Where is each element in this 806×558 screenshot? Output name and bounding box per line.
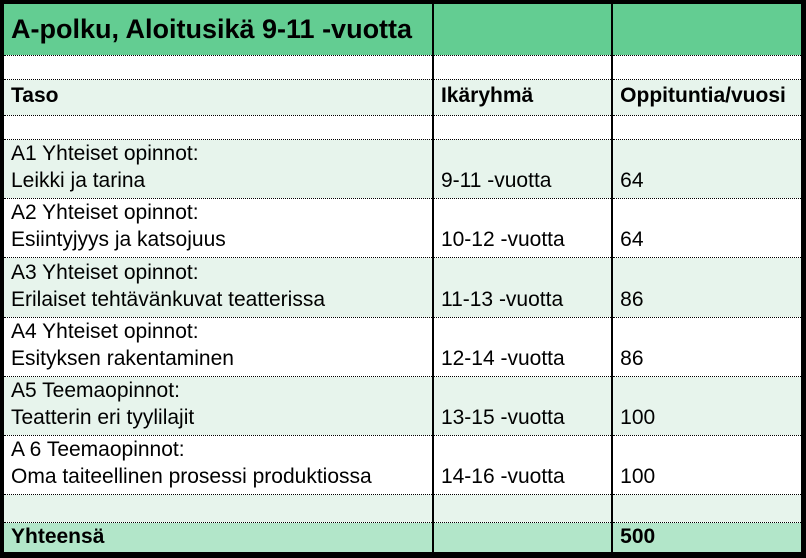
spacer-row [2,54,804,80]
taso-line1: A3 Yhteiset opinnot: [11,260,199,284]
spacer-cell [431,54,613,80]
taso-line1: A5 Teemaopinnot: [11,378,180,402]
column-header-row: Taso Ikäryhmä Oppituntia/vuosi [2,78,804,116]
table-row: A5 Teemaopinnot: Teatterin eri tyylilaji… [2,375,804,436]
cell-oppituntia: 100 [611,375,804,436]
cell-oppituntia: 86 [611,316,804,377]
taso-line1: A2 Yhteiset opinnot: [11,201,199,225]
cell-oppituntia: 100 [611,434,804,495]
column-header-taso: Taso [2,78,433,116]
column-header-oppituntia: Oppituntia/vuosi [611,78,804,116]
spacer-cell [2,114,433,140]
table-row: A3 Yhteiset opinnot: Erilaiset tehtävänk… [2,257,804,318]
total-value: 500 [611,522,804,555]
title-spacer-cell [611,2,804,56]
table-row: A 6 Teemaopinnot: Oma taiteellinen prose… [2,434,804,495]
spacer-row [2,494,804,523]
spacer-cell [2,54,433,80]
cell-taso: A4 Yhteiset opinnot: Esityksen rakentami… [2,316,433,377]
taso-line1: A4 Yhteiset opinnot: [11,319,199,343]
cell-taso: A5 Teemaopinnot: Teatterin eri tyylilaji… [2,375,433,436]
taso-line2: Leikki ja tarina [11,169,146,193]
taso-line2: Teatterin eri tyylilajit [11,405,195,429]
spacer-cell [2,494,433,523]
cell-ikaryhma: 12-14 -vuotta [431,316,613,377]
cell-ikaryhma: 13-15 -vuotta [431,375,613,436]
spacer-cell [611,54,804,80]
column-header-ikaryhma: Ikäryhmä [431,78,613,116]
cell-ikaryhma: 9-11 -vuotta [431,138,613,199]
table-row: A4 Yhteiset opinnot: Esityksen rakentami… [2,316,804,377]
cell-taso: A 6 Teemaopinnot: Oma taiteellinen prose… [2,434,433,495]
cell-taso: A3 Yhteiset opinnot: Erilaiset tehtävänk… [2,257,433,318]
cell-ikaryhma: 14-16 -vuotta [431,434,613,495]
table-row: A2 Yhteiset opinnot: Esiintyjyys ja kats… [2,198,804,258]
cell-oppituntia: 64 [611,198,804,258]
total-label: Yhteensä [2,522,433,555]
taso-line2: Esiintyjyys ja katsojuus [11,228,226,252]
cell-taso: A2 Yhteiset opinnot: Esiintyjyys ja kats… [2,198,433,258]
title-row: A-polku, Aloitusikä 9-11 -vuotta [2,2,804,56]
taso-line1: A1 Yhteiset opinnot: [11,142,199,166]
taso-line2: Esityksen rakentaminen [11,346,234,370]
cell-oppituntia: 64 [611,138,804,199]
taso-line2: Erilaiset tehtävänkuvat teatterissa [11,287,325,311]
taso-line1: A 6 Teemaopinnot: [11,438,185,462]
spacer-cell [611,114,804,140]
cell-ikaryhma: 10-12 -vuotta [431,198,613,258]
cell-ikaryhma: 11-13 -vuotta [431,257,613,318]
spacer-cell [431,114,613,140]
table-row: A1 Yhteiset opinnot: Leikki ja tarina 9-… [2,138,804,199]
total-row: Yhteensä 500 [2,522,804,555]
spacer-cell [431,494,613,523]
spacer-row [2,114,804,140]
cell-taso: A1 Yhteiset opinnot: Leikki ja tarina [2,138,433,199]
taso-line2: Oma taiteellinen prosessi produktiossa [11,465,372,489]
title-spacer-cell [431,2,613,56]
total-spacer-cell [431,522,613,555]
cell-oppituntia: 86 [611,257,804,318]
spacer-cell [611,494,804,523]
table-title: A-polku, Aloitusikä 9-11 -vuotta [2,2,433,56]
